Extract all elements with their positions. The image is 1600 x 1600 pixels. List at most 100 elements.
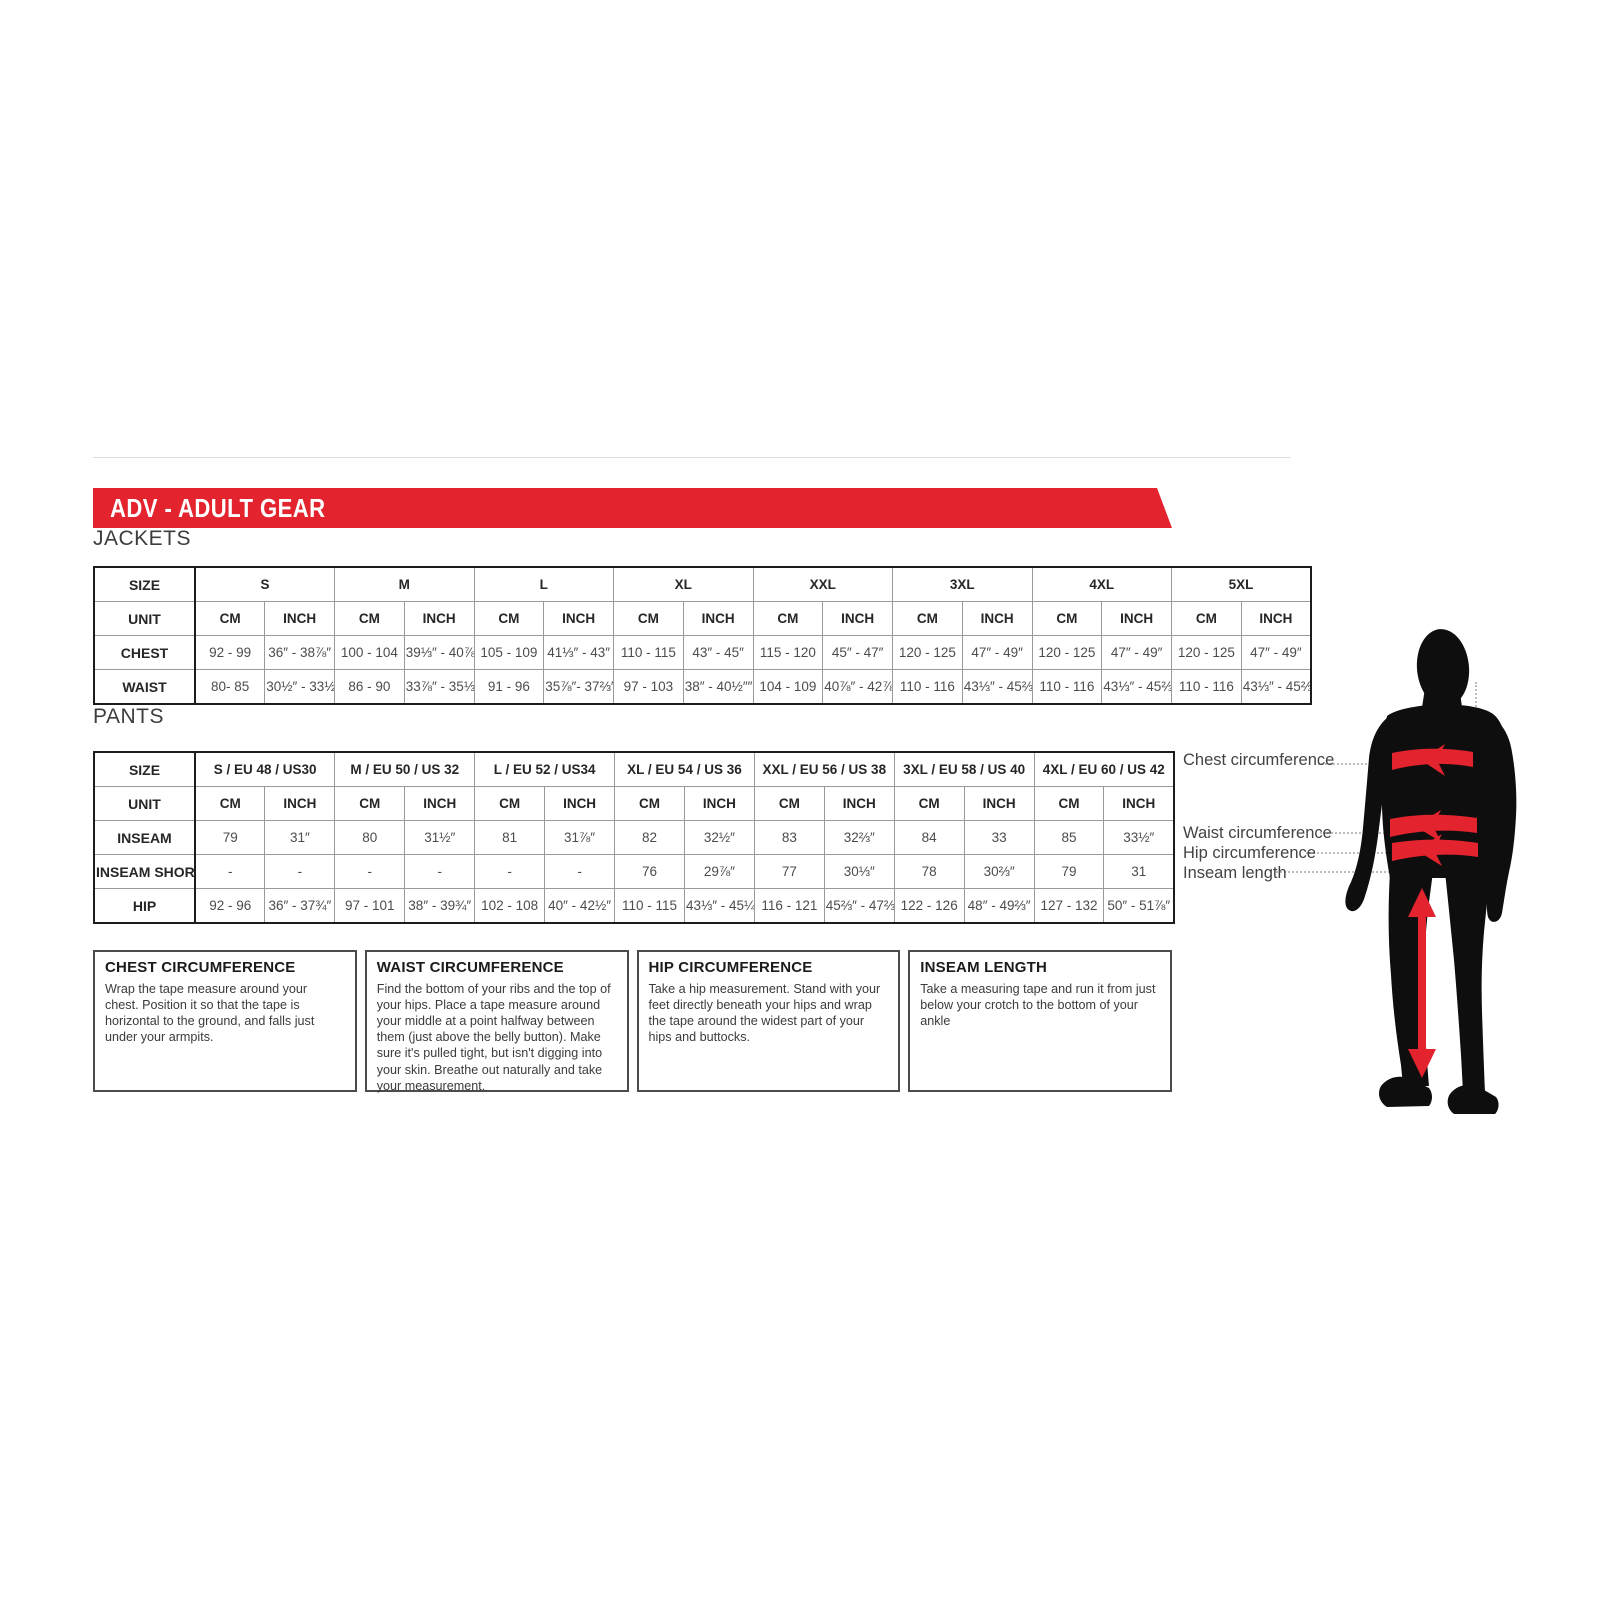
inseam-arrow-top [1408, 888, 1436, 917]
chest-value-cell: 100 - 104 [334, 635, 405, 670]
size-header-cell: L / EU 52 / US34 [474, 751, 616, 787]
hip-value-cell: 110 - 115 [614, 888, 685, 924]
hip-value-cell: 97 - 101 [334, 888, 406, 924]
header-cell: INCH [963, 786, 1035, 821]
waist-value-cell: 86 - 90 [334, 669, 405, 705]
header-cell: CM [194, 786, 266, 821]
hip-band [1392, 839, 1478, 861]
top-divider-line [93, 457, 1290, 458]
size-header-cell: M / EU 50 / US 32 [334, 751, 476, 787]
inseam-value-cell: 31″ [264, 820, 336, 855]
chest-value-cell: 47″ - 49″ [1101, 635, 1172, 670]
waist-value-cell: 35⅞″- 37⅔″ [543, 669, 614, 705]
row-label-cell: CHEST [93, 635, 196, 670]
waist-value-cell: 43⅓″ - 45⅔″ [1101, 669, 1172, 705]
size-header-cell: 4XL [1031, 566, 1172, 602]
header-cell: INCH [822, 601, 893, 636]
inseam-value-cell: 79 [194, 820, 266, 855]
hip-value-cell: 43⅓″ - 45¼″ [683, 888, 755, 924]
waist-value-cell: 80- 85 [194, 669, 266, 705]
guide-text: Take a measuring tape and run it from ju… [920, 982, 1156, 1029]
inseam-value-cell: 82 [614, 820, 685, 855]
inseam_short-value-cell: 30⅓″ [823, 854, 895, 889]
waist-leader-line [1320, 832, 1392, 834]
row-label-cell: HIP [93, 888, 196, 924]
hip-value-cell: 36″ - 37¾″ [264, 888, 336, 924]
waist-value-cell: 38″ - 40½″″ [682, 669, 754, 705]
waist-value-cell: 110 - 116 [1031, 669, 1103, 705]
size-header-cell: L [473, 566, 614, 602]
waist-band-arrow [1415, 810, 1441, 842]
inseam-value-cell: 32⅔″ [823, 820, 895, 855]
chest-value-cell: 39⅓″ - 40⅞″ [403, 635, 475, 670]
guide-box-inseam: INSEAM LENGTH Take a measuring tape and … [908, 950, 1172, 1092]
jackets-size-table: SIZE S M L XL XXL 3XL 4XL 5XL UNIT CM INCH CM INCH CM I… [93, 566, 1312, 705]
chest-value-cell: 47″ - 49″ [1240, 635, 1312, 670]
header-cell: CM [614, 786, 685, 821]
header-cell: INCH [683, 786, 755, 821]
header-cell: CM [194, 601, 266, 636]
inseam_short-value-cell: - [334, 854, 406, 889]
size-header-cell: XL / EU 54 / US 36 [614, 751, 755, 787]
inseam_short-value-cell: 77 [753, 854, 825, 889]
inseam_short-value-cell: - [194, 854, 266, 889]
header-cell: INCH [543, 601, 614, 636]
size-header-cell: S [194, 566, 335, 602]
inseam-value-cell: 83 [753, 820, 825, 855]
hip-value-cell: 38″ - 39¾″ [404, 888, 476, 924]
waist-value-cell: 40⅞″ - 42⅞″ [822, 669, 893, 705]
hip-value-cell: 92 - 96 [194, 888, 266, 924]
inseam_short-value-cell: - [474, 854, 546, 889]
banner-title: ADV - ADULT GEAR [110, 493, 326, 523]
chest-value-cell: 120 - 125 [1171, 635, 1242, 670]
chest-value-cell: 115 - 120 [752, 635, 824, 670]
hip-value-cell: 40″ - 42½″ [544, 888, 616, 924]
guide-title: INSEAM LENGTH [920, 959, 1048, 976]
measurement-guides: CHEST CIRCUMFERENCE Wrap the tape measur… [93, 950, 1172, 1093]
inseam-value-cell: 80 [334, 820, 406, 855]
figure-label-waist: Waist circumference [1183, 824, 1332, 842]
waist-band [1390, 814, 1477, 837]
header-cell: INCH [1101, 601, 1172, 636]
inseam-value-cell: 31½″ [404, 820, 476, 855]
inseam-leader-line [1276, 871, 1418, 873]
row-label-cell: WAIST [93, 669, 196, 705]
hip-value-cell: 127 - 132 [1033, 888, 1105, 924]
human-silhouette-figure [1345, 629, 1517, 1114]
size-header-cell: XXL / EU 56 / US 38 [753, 751, 895, 787]
inseam_short-value-cell: 76 [614, 854, 685, 889]
header-cell: CM [473, 601, 545, 636]
chest-value-cell: 47″ - 49″ [961, 635, 1033, 670]
header-cell: CM [1033, 786, 1105, 821]
jackets-table: SIZE S M L XL XXL 3XL 4XL 5XL UNIT CM INCH CM INCH CM I… [93, 566, 1312, 705]
guide-title: CHEST CIRCUMFERENCE [105, 959, 296, 976]
pants-heading: PANTS [93, 705, 164, 728]
chest-value-cell: 43″ - 45″ [682, 635, 754, 670]
row-label-cell: UNIT [93, 601, 196, 636]
row-label-cell: SIZE [93, 566, 196, 602]
header-cell: INCH [961, 601, 1033, 636]
chest-value-cell: 41⅓″ - 43″ [543, 635, 614, 670]
inseam-value-cell: 31⅞″ [544, 820, 616, 855]
row-label-cell: UNIT [93, 786, 196, 821]
inseam_short-value-cell: 29⅞″ [683, 854, 755, 889]
guide-box-chest: CHEST CIRCUMFERENCE Wrap the tape measur… [93, 950, 357, 1092]
hip-band-arrow [1416, 834, 1442, 866]
guide-text: Take a hip measurement. Stand with your … [648, 982, 881, 1045]
header-cell: CM [752, 601, 824, 636]
pants-size-table: SIZE S / EU 48 / US30 M / EU 50 / US 32 L /… [93, 751, 1175, 924]
chest-value-cell: 110 - 115 [613, 635, 684, 670]
row-label-cell: INSEAM [93, 820, 196, 855]
row-label-cell: SIZE [93, 751, 196, 787]
header-cell: INCH [264, 601, 335, 636]
header-cell: CM [893, 786, 965, 821]
guide-box-hip: HIP CIRCUMFERENCE Take a hip measurement… [636, 950, 901, 1092]
header-cell: INCH [823, 786, 895, 821]
figure-label-hip: Hip circumference [1183, 844, 1316, 862]
waist-value-cell: 91 - 96 [473, 669, 545, 705]
size-header-cell: XXL [752, 566, 893, 602]
chest-value-cell: 120 - 125 [892, 635, 963, 670]
inseam-arrow-shaft [1418, 912, 1426, 1053]
waist-value-cell: 110 - 116 [892, 669, 963, 705]
